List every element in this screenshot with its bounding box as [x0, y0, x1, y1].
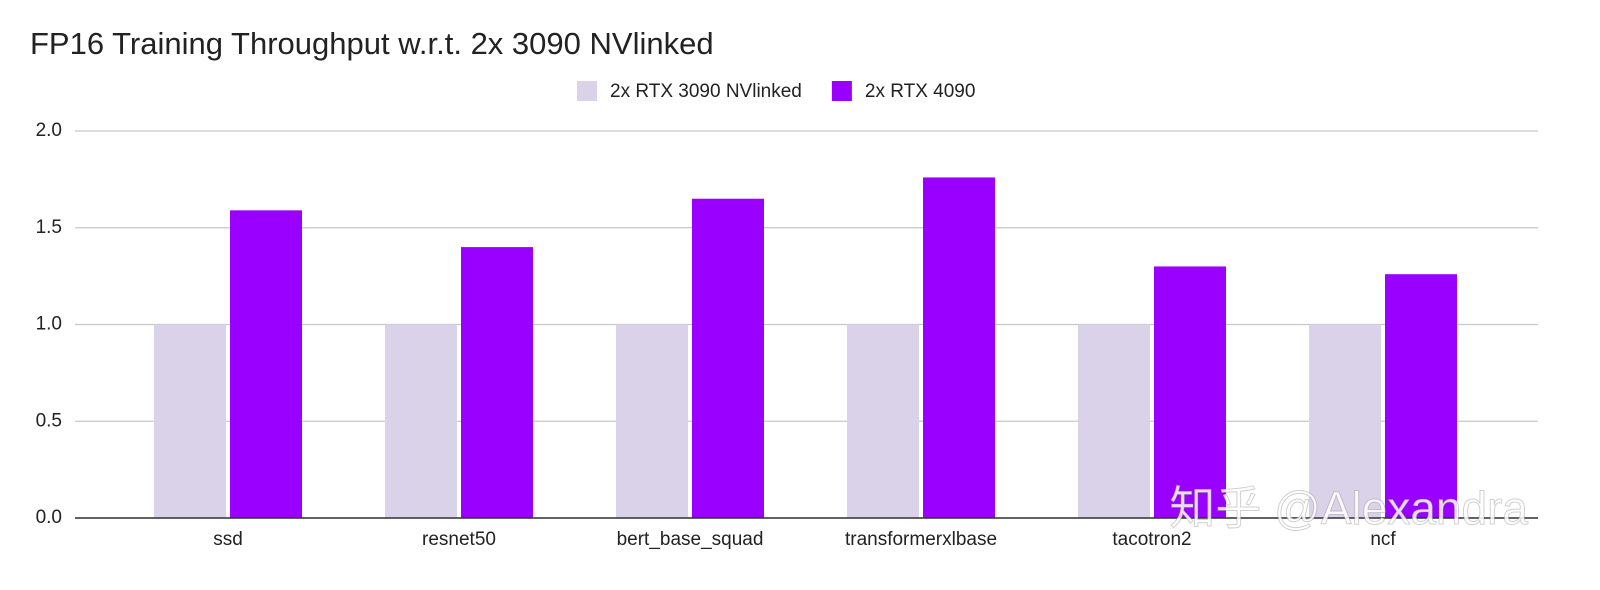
bar: [1078, 324, 1150, 518]
bar: [847, 324, 919, 518]
y-tick-label: 2.0: [36, 120, 62, 141]
legend-swatch: [831, 81, 852, 101]
legend-label: 2x RTX 3090 NVlinked: [610, 81, 802, 102]
x-tick-label: tacotron2: [1112, 529, 1191, 550]
x-tick-label: ssd: [213, 529, 243, 550]
legend-label: 2x RTX 4090: [865, 81, 976, 102]
bar: [923, 177, 995, 518]
bar: [1154, 266, 1226, 518]
x-tick-label: transformerxlbase: [845, 529, 997, 550]
bar: [1385, 274, 1457, 518]
bar: [461, 247, 533, 518]
bar: [154, 324, 226, 518]
x-tick-label: ncf: [1370, 529, 1396, 550]
bar: [385, 324, 457, 518]
chart-title: FP16 Training Throughput w.r.t. 2x 3090 …: [30, 26, 714, 61]
bar: [692, 198, 764, 518]
y-tick-label: 0.0: [36, 507, 62, 528]
y-tick-label: 0.5: [36, 410, 62, 431]
bar: [230, 210, 302, 518]
x-tick-label: resnet50: [422, 529, 496, 550]
bar: [616, 324, 688, 518]
x-tick-label: bert_base_squad: [617, 529, 764, 550]
y-tick-label: 1.0: [36, 314, 62, 335]
watermark: 知乎 @Alexandra: [1169, 482, 1528, 534]
y-tick-label: 1.5: [36, 217, 62, 238]
bar: [1309, 324, 1381, 518]
legend-swatch: [577, 81, 597, 101]
